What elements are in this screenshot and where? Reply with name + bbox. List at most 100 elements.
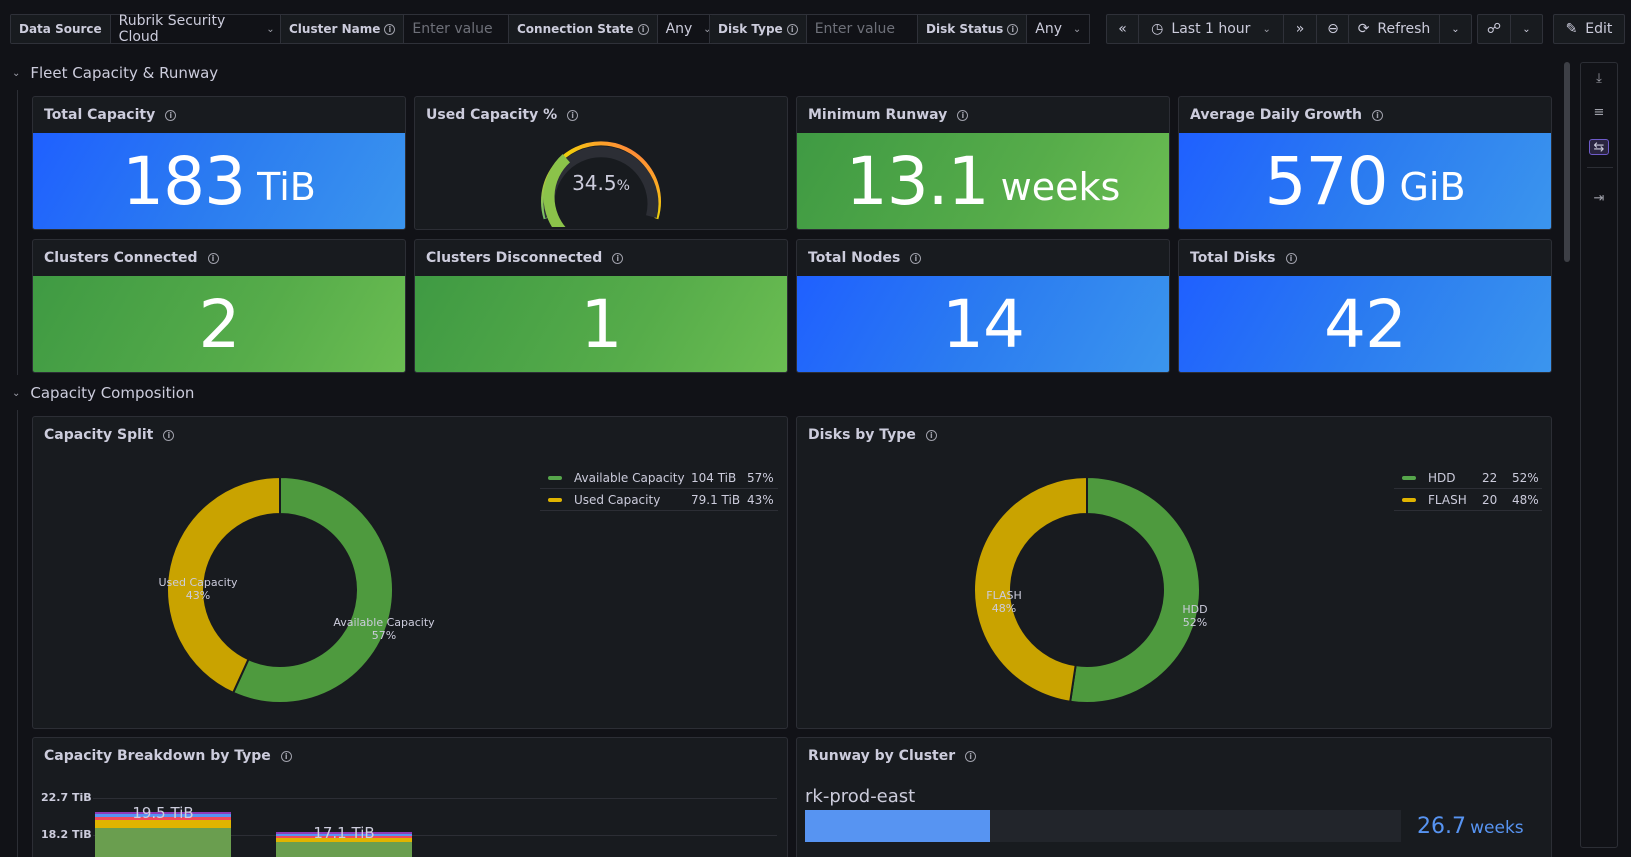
zoom-out-button[interactable]: ⊖	[1317, 14, 1350, 44]
bar-gauge-unit: weeks	[1470, 818, 1524, 838]
gauge-unit: %	[616, 178, 630, 194]
chevron-down-icon: ⌄	[1072, 23, 1082, 35]
panel-avg-daily-growth[interactable]: Average Daily Growth i 570 GiB	[1178, 96, 1552, 230]
double-chevron-right-icon: »	[1295, 21, 1305, 37]
panel-title: Runway by Cluster	[808, 748, 956, 764]
donut-slice-available-capacity[interactable]	[231, 475, 394, 704]
share-button[interactable]: ☍	[1477, 14, 1511, 44]
stat-number: 14	[942, 285, 1025, 363]
slice-label-available: Available Capacity	[333, 616, 435, 629]
donut-slice-used-capacity[interactable]	[166, 475, 281, 695]
collapse-right-icon[interactable]: ⇥	[1593, 191, 1605, 206]
disk-status-value: Any	[1035, 21, 1063, 37]
legend-pct: 48%	[1512, 492, 1539, 507]
panel-title: Total Nodes	[808, 250, 901, 266]
connection-state-label: Connection State	[517, 22, 634, 36]
disk-status-label: Disk Status	[926, 22, 1004, 36]
info-icon: i	[957, 109, 969, 121]
donut-slice-hdd[interactable]	[1069, 475, 1201, 704]
panel-disks-by-type[interactable]: Disks by Type i FLASH 48% HDD 52% HDD 22 …	[796, 416, 1552, 729]
donut-slice-flash[interactable]	[973, 475, 1088, 703]
bar-gauge-number: 26.7	[1417, 814, 1466, 839]
chevron-down-icon: ⌄	[12, 387, 21, 399]
outline-icon[interactable]: ≡	[1593, 105, 1605, 120]
panel-capacity-breakdown[interactable]: Capacity Breakdown by Type i 22.7 TiB 18.…	[32, 737, 788, 857]
gauge-value: 34.5%	[531, 171, 671, 195]
refresh-interval-button[interactable]: ⌄	[1440, 14, 1472, 44]
row-capacity-composition[interactable]: ⌄ Capacity Composition	[12, 384, 194, 402]
panel-clusters-disconnected[interactable]: Clusters Disconnected i 1	[414, 239, 788, 373]
row-title: Capacity Composition	[30, 384, 195, 402]
stat-unit: weeks	[1000, 165, 1121, 209]
legend-item[interactable]: Used Capacity 79.1 TiB 43%	[540, 489, 778, 511]
panel-total-nodes[interactable]: Total Nodes i 14	[796, 239, 1170, 373]
data-source-value: Rubrik Security Cloud	[118, 13, 226, 45]
stat-unit: GiB	[1399, 165, 1466, 209]
legend-swatch	[1402, 497, 1416, 502]
stat-number: 183	[122, 142, 246, 220]
connection-state-variable: Connection State i Any ⌄	[508, 14, 721, 44]
panel-runway-by-cluster[interactable]: Runway by Cluster i rk-prod-east 26.7 wee…	[796, 737, 1552, 857]
info-icon: i	[1371, 109, 1383, 121]
connection-state-select[interactable]: Any ⌄	[658, 15, 720, 43]
legend-item[interactable]: HDD 22 52%	[1394, 467, 1542, 489]
swap-icon[interactable]: ⇆	[1589, 139, 1609, 155]
legend-value: 20	[1482, 492, 1498, 507]
bar-gauge-fill[interactable]	[805, 810, 990, 842]
info-icon: i	[965, 750, 977, 762]
panel-clusters-connected[interactable]: Clusters Connected i 2	[32, 239, 406, 373]
row-fleet-capacity[interactable]: ⌄ Fleet Capacity & Runway	[12, 64, 218, 82]
panel-used-capacity[interactable]: Used Capacity % i 34.5%	[414, 96, 788, 230]
refresh-button[interactable]: ⟳ Refresh	[1348, 14, 1440, 44]
disk-status-variable: Disk Status i Any ⌄	[917, 14, 1091, 44]
row-guide	[17, 410, 18, 857]
disk-status-select[interactable]: Any ⌄	[1027, 15, 1089, 43]
info-icon: i	[612, 252, 624, 264]
stat-value: 2	[33, 276, 405, 372]
edit-button[interactable]: ✎ Edit	[1553, 14, 1625, 44]
bar-gauge-track	[805, 810, 1401, 842]
refresh-label: Refresh	[1377, 21, 1431, 37]
info-icon: i	[1007, 23, 1019, 35]
panel-capacity-split[interactable]: Capacity Split i Used Capacity 43% Availa…	[32, 416, 788, 729]
info-icon: i	[384, 23, 396, 35]
edit-group: ✎ Edit	[1553, 14, 1625, 44]
donut-chart: FLASH 48% HDD 52%	[973, 475, 1208, 704]
time-forward-button[interactable]: »	[1284, 14, 1317, 44]
stacked-bar[interactable]	[95, 812, 231, 857]
info-icon: i	[1285, 252, 1297, 264]
legend-item[interactable]: FLASH 20 48%	[1394, 489, 1542, 511]
legend-name: HDD	[1428, 470, 1456, 485]
bar-gauge-label: rk-prod-east	[805, 786, 916, 807]
cluster-name-input[interactable]: Enter value	[404, 15, 516, 43]
time-range-picker[interactable]: ◷ Last 1 hour ⌄	[1139, 14, 1284, 44]
download-icon[interactable]: ⤓	[1596, 71, 1602, 86]
panel-minimum-runway[interactable]: Minimum Runway i 13.1 weeks	[796, 96, 1170, 230]
info-icon: i	[163, 429, 175, 441]
pencil-icon: ✎	[1565, 21, 1578, 37]
disk-type-label: Disk Type	[718, 22, 783, 36]
disk-type-input[interactable]: Enter value	[807, 15, 919, 43]
slice-pct-available: 57%	[372, 629, 396, 642]
cluster-name-variable: Cluster Name i Enter value	[280, 14, 518, 44]
info-icon: i	[786, 23, 798, 35]
data-source-variable: Data Source Rubrik Security Cloud ⌄	[10, 13, 284, 45]
time-back-button[interactable]: «	[1106, 14, 1139, 44]
slice-pct-used: 43%	[186, 589, 210, 602]
row-title: Fleet Capacity & Runway	[30, 64, 219, 82]
chart-legend: Available Capacity 104 TiB 57% Used Capa…	[540, 467, 778, 511]
stacked-bar[interactable]	[276, 832, 412, 857]
panel-title: Clusters Connected	[44, 250, 198, 266]
scrollbar[interactable]	[1564, 62, 1570, 262]
panel-title: Minimum Runway	[808, 107, 948, 123]
grid-line	[93, 798, 777, 799]
y-tick-label: 22.7 TiB	[41, 791, 92, 804]
legend-value: 104 TiB	[691, 470, 737, 485]
grid-line	[93, 835, 777, 836]
panel-total-disks[interactable]: Total Disks i 42	[1178, 239, 1552, 373]
share-options-button[interactable]: ⌄	[1511, 14, 1543, 44]
refresh-icon: ⟳	[1357, 21, 1370, 37]
data-source-select[interactable]: Rubrik Security Cloud ⌄	[111, 13, 283, 45]
panel-total-capacity[interactable]: Total Capacity i 183 TiB	[32, 96, 406, 230]
legend-item[interactable]: Available Capacity 104 TiB 57%	[540, 467, 778, 489]
